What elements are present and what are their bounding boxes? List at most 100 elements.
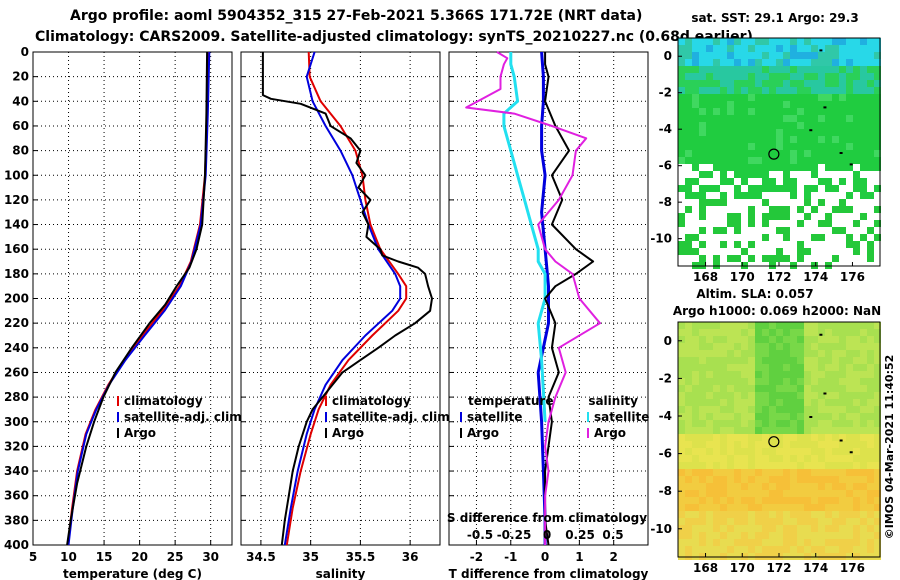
map-cell: [748, 350, 755, 357]
map-cell: [790, 143, 797, 150]
map-cell: [867, 392, 874, 399]
map-cell: [706, 357, 713, 364]
map-cell: [755, 87, 762, 94]
y-tick-label: 200: [4, 292, 29, 306]
map-cell: [804, 66, 811, 73]
map-cell: [783, 343, 790, 350]
map-cell: [804, 213, 811, 220]
map-cell: [846, 546, 853, 553]
map-cell: [706, 199, 713, 206]
map-cell: [839, 441, 846, 448]
map-cell: [790, 525, 797, 532]
map-cell: [734, 80, 741, 87]
map-cell: [755, 150, 762, 157]
map-cell: [804, 343, 811, 350]
map-cell: [748, 329, 755, 336]
map-cell: [790, 462, 797, 469]
map-cell: [762, 483, 769, 490]
plot-frame: [32, 51, 233, 546]
map-cell: [776, 441, 783, 448]
map-cell: [720, 357, 727, 364]
map-cell: [727, 213, 734, 220]
map-cell: [706, 122, 713, 129]
map-cell: [776, 406, 783, 413]
map-cell: [769, 108, 776, 115]
map-x-tick-label: 172: [766, 270, 791, 284]
map-cell: [776, 255, 783, 262]
map-cell: [692, 80, 699, 87]
map-cell: [818, 420, 825, 427]
map-cell: [860, 59, 867, 66]
map-cell: [853, 115, 860, 122]
map-cell: [678, 539, 685, 546]
map-cell: [769, 497, 776, 504]
map-cell: [839, 164, 846, 171]
map-cell: [699, 434, 706, 441]
map-cell: [706, 185, 713, 192]
map-cell: [839, 364, 846, 371]
map-cell: [734, 73, 741, 80]
map-cell: [832, 399, 839, 406]
map-cell: [790, 483, 797, 490]
map-cell: [818, 101, 825, 108]
map-cell: [860, 52, 867, 59]
map-cell: [720, 38, 727, 45]
map-cell: [846, 343, 853, 350]
map-cell: [853, 343, 860, 350]
map-cell: [720, 448, 727, 455]
map-cell: [846, 511, 853, 518]
map-cell: [692, 392, 699, 399]
map-cell: [776, 73, 783, 80]
map-cell: [741, 434, 748, 441]
map-cell: [741, 178, 748, 185]
map-cell: [846, 413, 853, 420]
map-cell: [797, 420, 804, 427]
map-cell: [797, 448, 804, 455]
map-cell: [839, 129, 846, 136]
map-cell: [706, 94, 713, 101]
map-cell: [790, 350, 797, 357]
map-cell: [720, 371, 727, 378]
y-tick-label: 280: [4, 390, 29, 404]
map-cell: [804, 462, 811, 469]
map-cell: [797, 143, 804, 150]
map-cell: [874, 371, 881, 378]
map-cell: [734, 255, 741, 262]
map-cell: [783, 413, 790, 420]
map-cell: [860, 108, 867, 115]
map-cell: [685, 59, 692, 66]
map-cell: [678, 80, 685, 87]
map-cell: [685, 115, 692, 122]
map-cell: [874, 157, 881, 164]
map-cell: [769, 87, 776, 94]
map-cell: [818, 343, 825, 350]
map-cell: [769, 94, 776, 101]
map-cell: [741, 455, 748, 462]
map-cell: [874, 73, 881, 80]
map-cell: [685, 357, 692, 364]
map-cell: [755, 546, 762, 553]
map-cell: [762, 178, 769, 185]
map-cell: [678, 490, 685, 497]
map-cell: [853, 511, 860, 518]
map-cell: [734, 38, 741, 45]
map-cell: [748, 38, 755, 45]
map-cell: [783, 511, 790, 518]
map-cell: [797, 378, 804, 385]
map-cell: [699, 38, 706, 45]
map-cell: [685, 378, 692, 385]
map-cell: [741, 364, 748, 371]
map-cell: [853, 329, 860, 336]
map-cell: [769, 164, 776, 171]
map-cell: [692, 336, 699, 343]
map-cell: [748, 378, 755, 385]
map-cell: [748, 357, 755, 364]
map-y-tick-label: -6: [659, 447, 672, 461]
map-cell: [699, 241, 706, 248]
map-cell: [699, 213, 706, 220]
map-cell: [706, 420, 713, 427]
map-cell: [825, 336, 832, 343]
map-cell: [874, 483, 881, 490]
map-cell: [706, 171, 713, 178]
map-cell: [832, 157, 839, 164]
